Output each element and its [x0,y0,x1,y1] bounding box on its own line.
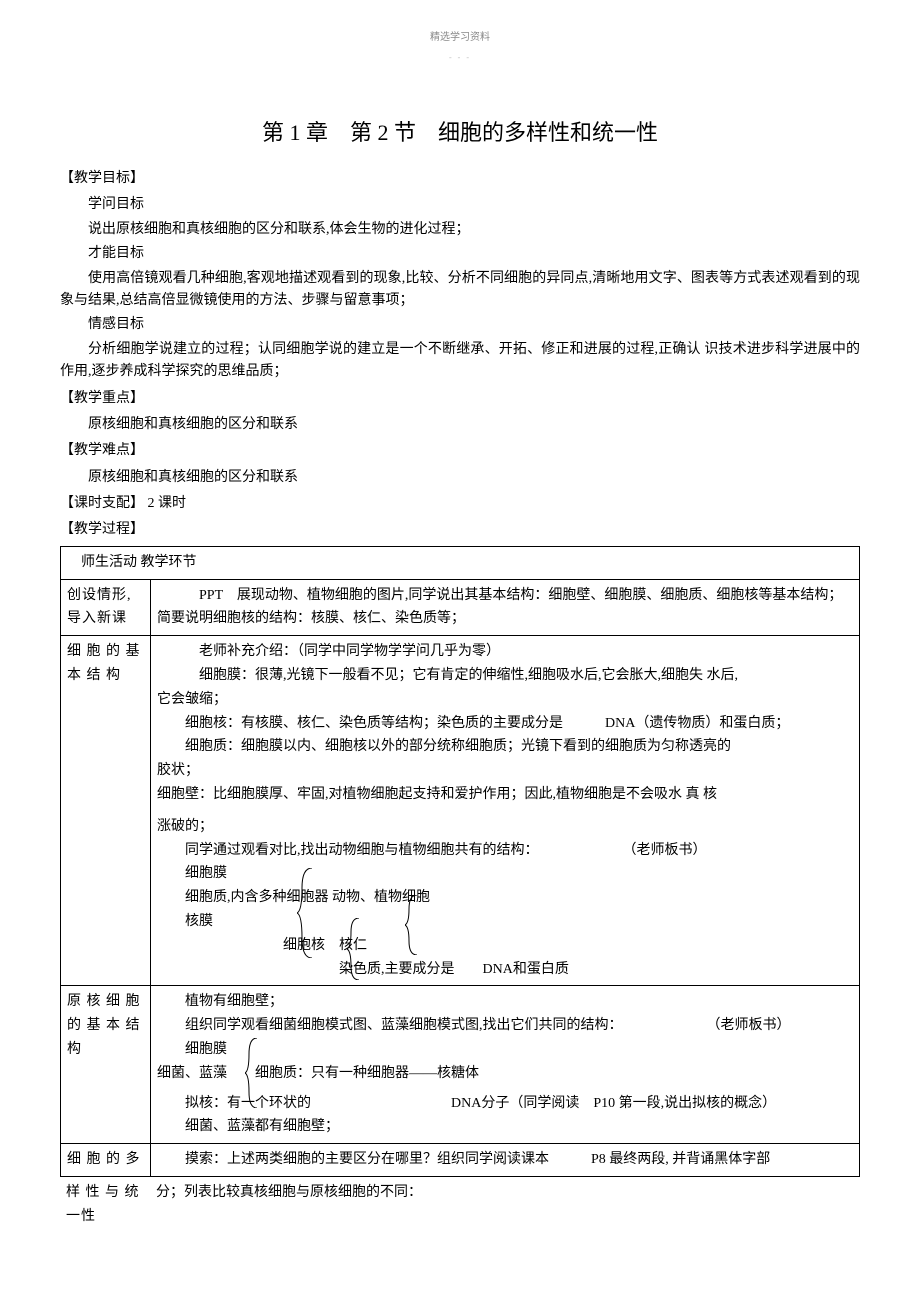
row2-left: 细 胞 的 基 本 结 构 [61,636,151,986]
row4-right: 摸索：上述两类细胞的主要区分在哪里？组织同学阅读课本 P8 最终两段, 并背诵黑体… [151,1144,860,1177]
label-jxzd: 【教学重点】 [60,388,860,410]
label-jxnd: 【教学难点】 [60,440,860,462]
kszp-value: 2 课时 [148,496,187,511]
r4-text-b: P8 最终两段, 并背诵黑体字部 [591,1152,770,1167]
r3-l4: 细菌、蓝藻 细胞质：只有一种细胞器——核糖体 [157,1062,853,1086]
row1-left: 创设情形,导入新课 [61,579,151,636]
r2-l12: 核膜 [157,910,853,934]
r2-l14: 染色质,主要成分是 DNA和蛋白质 [157,958,853,982]
para-p2: 使用高倍镜观看几种细胞,客观地描述观看到的现象,比较、分析不同细胞的异同点,清晰… [60,268,860,313]
label-cnmb: 才能目标 [60,243,860,265]
para-p1: 说出原核细胞和真核细胞的区分和联系,体会生物的进化过程； [60,219,860,241]
para-p3: 分析细胞学说建立的过程；认同细胞学说的建立是一个不断继承、开拓、修正和进展的过程… [60,339,860,384]
r2-l3: 它会皱缩； [157,688,853,712]
kszp-label: 【课时支配】 [60,496,144,511]
para-p5: 原核细胞和真核细胞的区分和联系 [60,467,860,489]
label-jxmb: 【教学目标】 [60,168,860,190]
outside-right: 分；列表比较真核细胞与原核细胞的不同： [150,1177,860,1233]
r2-l11: 细胞质,内含多种细胞器 动物、植物细胞 [157,886,853,910]
r4-text-a: 摸索：上述两类细胞的主要区分在哪里？组织同学阅读课本 [185,1152,549,1167]
label-kszp: 【课时支配】 2 课时 [60,493,860,515]
r2-l10: 细胞膜 [157,862,853,886]
table-header: 师生活动 教学环节 [61,546,860,579]
label-xwmb: 学问目标 [60,194,860,216]
r3-l5: 拟核：有一个环状的DNA分子（同学阅读 P10 第一段,说出拟核的概念） [157,1092,853,1116]
r1-text: PPT 展现动物、植物细胞的图片,同学说出其基本结构：细胞壁、细胞膜、细胞质、细… [157,588,842,627]
page-title: 第 1 章 第 2 节 细胞的多样性和统一性 [60,115,860,150]
outside-left: 样 性 与 统 一性 [60,1177,150,1233]
r2-l1: 老师补充介绍：（同学中同学物学学问几乎为零） [157,640,853,664]
r2-l2: 细胞膜：很薄,光镜下一般看不见；它有肯定的伸缩性,细胞吸水后,它会胀大,细胞失 … [157,664,853,688]
r2-l9: 同学通过观看对比,找出动物细胞与植物细胞共有的结构：（老师板书） [157,839,853,863]
row3-right: 植物有细胞壁； 组织同学观看细菌细胞模式图、蓝藻细胞模式图,找出它们共同的结构：… [151,986,860,1144]
brace-icon [297,868,317,958]
watermark-sub: - - - [60,52,860,65]
row3-left: 原 核 细 胞 的 基 本 结 构 [61,986,151,1144]
r2-l5: 细胞质：细胞膜以内、细胞核以外的部分统称细胞质；光镜下看到的细胞质为匀称透亮的 [157,735,853,759]
r3-l6: 细菌、蓝藻都有细胞壁； [157,1115,853,1139]
r3-l2: 组织同学观看细菌细胞模式图、蓝藻细胞模式图,找出它们共同的结构：（老师板书） [157,1014,853,1038]
r2-l4: 细胞核：有核膜、核仁、染色质等结构；染色质的主要成分是DNA（遗传物质）和蛋白质… [157,712,853,736]
r2-l13: 细胞核 核仁 [157,934,853,958]
r2-l7: 细胞壁：比细胞膜厚、牢固,对植物细胞起支持和爱护作用；因此,植物细胞是不会吸水 … [157,783,853,807]
brace-icon [347,918,363,980]
row4-left: 细 胞 的 多 [61,1144,151,1177]
r3-l3: 细胞膜 [157,1038,853,1062]
row2-right: 老师补充介绍：（同学中同学物学学问几乎为零） 细胞膜：很薄,光镜下一般看不见；它… [151,636,860,986]
brace-icon [405,895,421,955]
table-header-text: 师生活动 教学环节 [67,555,197,570]
brace-icon [245,1038,261,1108]
r3-l1: 植物有细胞壁； [157,990,853,1014]
label-qgmb: 情感目标 [60,314,860,336]
r2-l8: 涨破的； [157,815,853,839]
r2-l6: 胶状； [157,759,853,783]
watermark-text: 精选学习资料 [60,30,860,46]
label-jxgc: 【教学过程】 [60,519,860,541]
para-p4: 原核细胞和真核细胞的区分和联系 [60,414,860,436]
teaching-table: 师生活动 教学环节 创设情形,导入新课 PPT 展现动物、植物细胞的图片,同学说… [60,546,860,1177]
row1-right: PPT 展现动物、植物细胞的图片,同学说出其基本结构：细胞壁、细胞膜、细胞质、细… [151,579,860,636]
